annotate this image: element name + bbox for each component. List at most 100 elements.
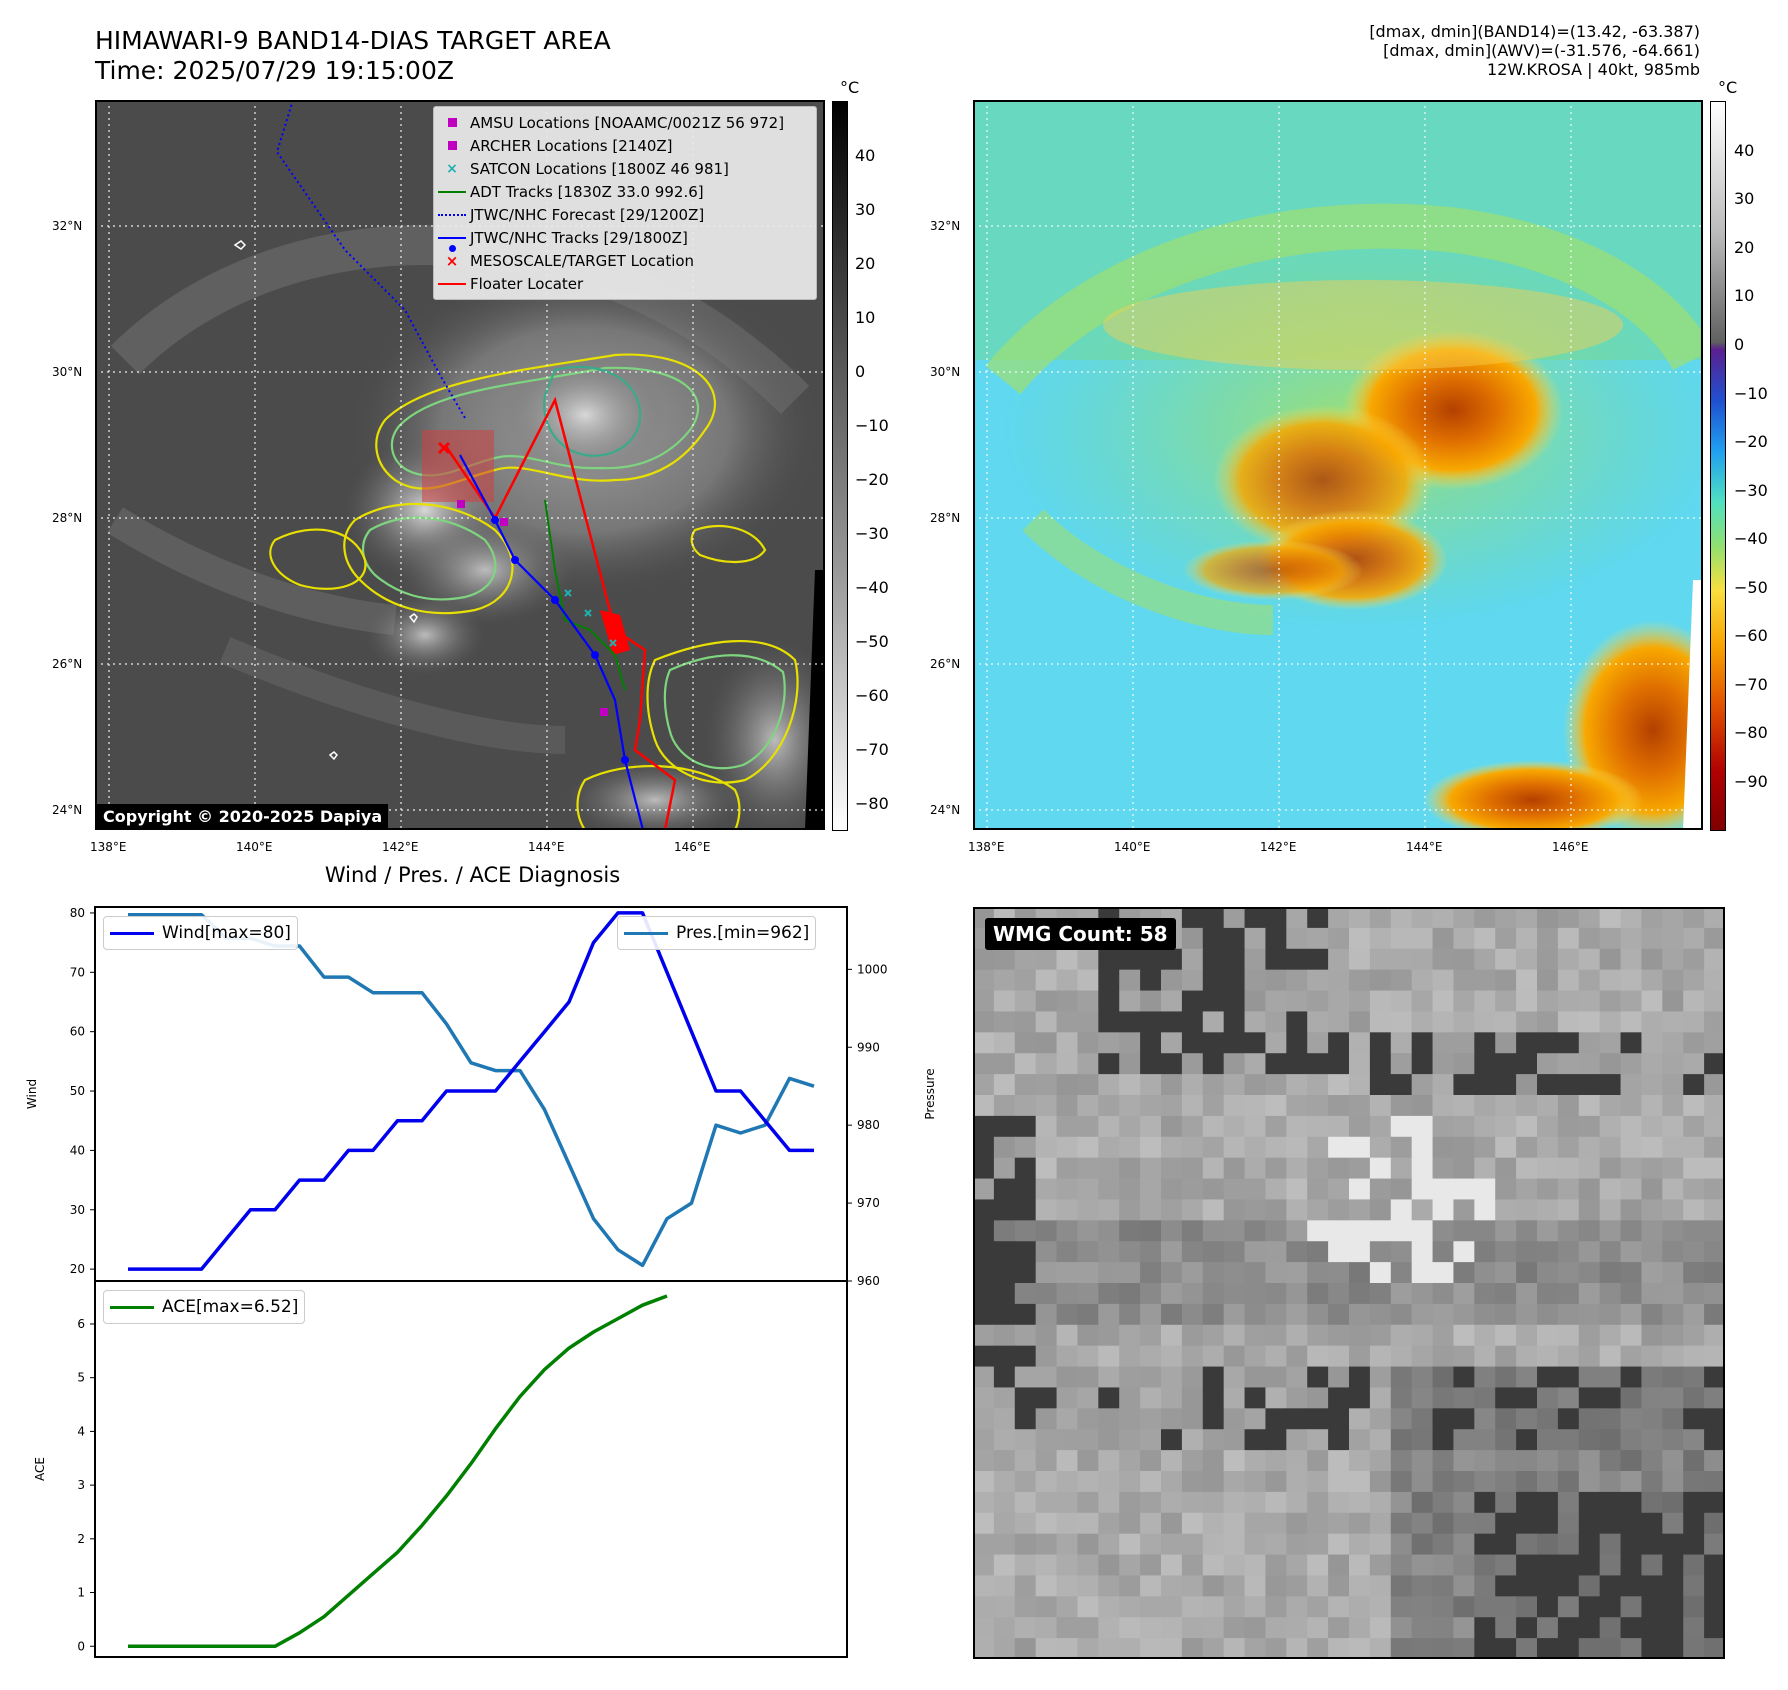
pressure-tick-label: 960 — [857, 1274, 880, 1288]
square-marker-icon — [434, 141, 470, 150]
x-marker-icon: × — [446, 160, 458, 177]
awv-map-image — [973, 100, 1703, 830]
jtwc-forecast-track — [275, 100, 466, 419]
ace-series-line — [128, 1294, 668, 1649]
lat-tick: 32°N — [52, 219, 83, 233]
pressure-tick-label: 1000 — [857, 962, 888, 976]
legend-item-amsu: AMSU Locations [NOAAMC/0021Z 56 972] — [434, 111, 816, 134]
cb-tick: −80 — [1734, 723, 1768, 742]
lon-tick: 140°E — [1114, 840, 1151, 854]
title-line-2: Time: 2025/07/29 19:15:00Z — [95, 56, 454, 85]
lat-tick: 28°N — [930, 511, 961, 525]
x-marker-icon: × — [445, 251, 459, 270]
cb-tick: −70 — [1734, 675, 1768, 694]
figure-title: HIMAWARI-9 BAND14-DIAS TARGET AREA Time:… — [95, 26, 611, 86]
lon-tick: 138°E — [90, 840, 127, 854]
floater-locater-track — [443, 396, 677, 830]
cb-tick: 20 — [1734, 238, 1755, 257]
awv-map-frame — [973, 100, 1703, 830]
cb-tick: 0 — [1734, 335, 1745, 354]
wmg-panel: WMG Count: 58 — [973, 907, 1725, 1659]
lat-tick: 30°N — [52, 365, 83, 379]
wind-tick-label: 80 — [70, 906, 85, 920]
cb-tick: 40 — [855, 146, 876, 165]
legend-item-jtwc-forecast: JTWC/NHC Forecast [29/1200Z] — [434, 203, 816, 226]
pressure-series-line — [128, 913, 815, 1268]
line-dot-icon — [434, 236, 470, 252]
pressure-legend: Pres.[min=962] — [617, 916, 817, 950]
cb-tick: −50 — [855, 632, 889, 651]
pressure-tick-label: 970 — [857, 1196, 880, 1210]
colorbar-color-unit: °C — [1718, 78, 1738, 97]
wind-tick-label: 50 — [70, 1084, 85, 1098]
lon-tick: 140°E — [236, 840, 273, 854]
cb-tick: −80 — [855, 794, 889, 813]
line-icon — [110, 1305, 154, 1309]
colorbar-gray — [832, 101, 848, 831]
diagnosis-title: Wind / Pres. / ACE Diagnosis — [324, 863, 621, 887]
cb-tick: −60 — [1734, 626, 1768, 645]
colorbar-color — [1710, 101, 1726, 831]
copyright-label: Copyright © 2020-2025 Dapiya — [97, 804, 389, 829]
storm-info: 12W.KROSA | 40kt, 985mb — [1487, 60, 1700, 79]
ir-map-frame — [95, 100, 825, 830]
ace-axes — [94, 1280, 848, 1658]
wind-tick-label: 40 — [70, 1143, 85, 1157]
wind-legend: Wind[max=80] — [103, 916, 298, 950]
cb-tick: −30 — [1734, 481, 1768, 500]
cb-tick: 10 — [855, 308, 876, 327]
cb-tick: 30 — [1734, 189, 1755, 208]
legend-item-archer: ARCHER Locations [2140Z] — [434, 134, 816, 157]
wmg-count-label: WMG Count: 58 — [985, 918, 1176, 950]
wind-tick-label: 60 — [70, 1025, 85, 1039]
wind-ylabel: Wind — [25, 1078, 39, 1110]
lon-tick: 144°E — [528, 840, 565, 854]
lat-tick: 26°N — [52, 657, 83, 671]
cb-tick: 10 — [1734, 286, 1755, 305]
ace-tick-label: 3 — [77, 1478, 85, 1492]
ace-tick-label: 0 — [77, 1639, 85, 1653]
legend-item-floater: Floater Locater — [434, 272, 816, 295]
jtwc-observed-track — [459, 454, 645, 830]
ace-ylabel: ACE — [33, 1457, 47, 1481]
stats-band14: [dmax, dmin](BAND14)=(13.42, -63.387) — [1369, 22, 1700, 41]
wind-series-line — [128, 911, 814, 1271]
ace-legend: ACE[max=6.52] — [103, 1290, 306, 1324]
dotted-line-icon — [434, 213, 470, 216]
lat-tick: 30°N — [930, 365, 961, 379]
pressure-tick-label: 980 — [857, 1118, 880, 1132]
cb-tick: −60 — [855, 686, 889, 705]
pressure-tick-label: 990 — [857, 1040, 880, 1054]
cb-tick: −70 — [855, 740, 889, 759]
cb-tick: −50 — [1734, 578, 1768, 597]
map-legend: AMSU Locations [NOAAMC/0021Z 56 972] ARC… — [433, 106, 817, 300]
lon-tick: 142°E — [1260, 840, 1297, 854]
lon-tick: 146°E — [1552, 840, 1589, 854]
lon-tick: 144°E — [1406, 840, 1443, 854]
pressure-ylabel: Pressure — [923, 1068, 937, 1120]
cb-tick: −30 — [855, 524, 889, 543]
lat-tick: 24°N — [52, 803, 83, 817]
wmg-frame — [973, 907, 1725, 1659]
lat-tick: 26°N — [930, 657, 961, 671]
awv-map-panel — [973, 100, 1703, 830]
ace-tick-label: 2 — [77, 1532, 85, 1546]
legend-item-jtwc-tracks: JTWC/NHC Tracks [29/1800Z] — [434, 226, 816, 252]
cb-tick: −10 — [855, 416, 889, 435]
wind-tick-label: 30 — [70, 1203, 85, 1217]
colorbar-gray-unit: °C — [840, 78, 860, 97]
cb-tick: −40 — [855, 578, 889, 597]
adt-track — [544, 499, 626, 691]
wind-tick-label: 20 — [70, 1262, 85, 1276]
cb-tick: −10 — [1734, 384, 1768, 403]
stats-header: [dmax, dmin](BAND14)=(13.42, -63.387) [d… — [1369, 22, 1700, 79]
cb-tick: 40 — [1734, 141, 1755, 160]
cb-tick: −40 — [1734, 529, 1768, 548]
line-icon — [110, 931, 154, 935]
lon-tick: 142°E — [382, 840, 419, 854]
lon-tick: 146°E — [674, 840, 711, 854]
cb-tick: 0 — [855, 362, 866, 381]
wind-tick-label: 70 — [70, 965, 85, 979]
line-icon — [624, 931, 668, 935]
cb-tick: −20 — [1734, 432, 1768, 451]
